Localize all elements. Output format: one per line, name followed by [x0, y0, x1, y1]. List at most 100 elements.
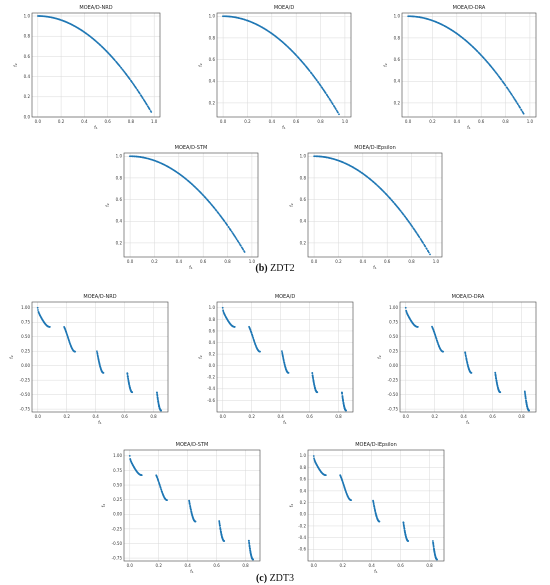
data-point	[251, 335, 254, 338]
data-point	[215, 209, 218, 212]
x-tick-label: 0.0	[35, 119, 42, 124]
x-axis-label: f₁	[467, 125, 471, 131]
y-tick-label: 1.00	[113, 453, 122, 458]
y-axis-label: f₂	[13, 63, 19, 67]
data-point	[148, 108, 151, 111]
data-point	[141, 97, 144, 99]
data-point	[470, 371, 473, 374]
data-point	[425, 248, 428, 250]
data-point	[287, 371, 290, 374]
x-tick-label: 0.6	[397, 563, 404, 568]
data-point	[519, 106, 521, 109]
y-tick-label: 0.2	[116, 240, 123, 245]
y-tick-label: 1.00	[21, 305, 30, 310]
data-point	[436, 558, 438, 561]
data-point	[428, 251, 430, 254]
x-axis-label: f₁	[94, 125, 98, 131]
y-tick-label: -0.50	[112, 541, 123, 546]
plot-frame	[123, 152, 259, 258]
y-tick-label: 0.0	[300, 512, 307, 517]
data-point	[500, 78, 503, 81]
y-tick-label: 0.8	[300, 175, 307, 180]
x-tick-label: 0.2	[429, 119, 436, 124]
y-tick-label: 0.6	[209, 57, 216, 62]
y-tick-label: -0.2	[207, 375, 215, 380]
data-point	[131, 81, 133, 83]
y-axis-label: f₂	[198, 355, 204, 359]
y-tick-label: 0.4	[116, 219, 123, 224]
y-tick-label: -0.6	[207, 398, 215, 403]
data-point	[126, 373, 129, 375]
data-point	[140, 474, 143, 477]
data-point	[243, 251, 246, 253]
data-point	[223, 220, 226, 223]
y-tick-label: 1.0	[300, 453, 307, 458]
data-point	[119, 65, 121, 68]
data-point	[404, 306, 407, 309]
subplots: 0.0 0.2 0.4 0.6 0.8 1.0 0.0 0.2 0.4 0.6 0.8 1.0 MOEA…	[9, 5, 537, 575]
subplot-2: 0.0 0.2 0.4 0.6 0.8 1.0 0.2 0.4 0.6 0.8 1.0 MOEA/D f…	[198, 5, 352, 131]
y-tick-label: 0.2	[24, 94, 31, 99]
data-point	[392, 201, 395, 204]
plot-frame	[401, 12, 537, 118]
data-point	[235, 238, 238, 241]
x-tick-label: 0.2	[244, 119, 251, 124]
data-point	[219, 525, 221, 527]
x-tick-label: 0.2	[340, 563, 347, 568]
x-tick-label: 0.4	[92, 414, 99, 419]
data-points	[36, 306, 163, 412]
x-tick-label: 0.0	[220, 414, 227, 419]
y-tick-label: -0.25	[20, 378, 31, 383]
data-point	[188, 503, 191, 506]
data-point	[252, 558, 254, 561]
x-tick-label: 0.0	[403, 414, 410, 419]
data-point	[499, 391, 502, 394]
data-point	[36, 306, 39, 309]
y-tick-label: 1.0	[209, 14, 216, 19]
y-axis-label: f₂	[101, 504, 107, 508]
data-points	[404, 306, 530, 412]
y-tick-label: 0.75	[389, 320, 398, 325]
y-axis-label: f₂	[289, 203, 295, 207]
data-point	[131, 391, 134, 394]
y-tick-label: 0.6	[300, 477, 307, 482]
y-tick-label: 0.6	[116, 197, 123, 202]
data-point	[229, 229, 232, 232]
y-tick-label: 0.0	[24, 114, 31, 119]
plot-title: MOEA/D-NRD	[83, 294, 116, 300]
data-point	[312, 455, 315, 457]
data-point	[494, 371, 497, 374]
plot-frame	[31, 12, 161, 118]
plot-title: MOEA/D	[274, 5, 295, 11]
y-tick-label: -0.50	[20, 392, 31, 397]
data-point	[239, 244, 242, 247]
y-tick-label: 0.6	[24, 54, 31, 59]
data-point	[432, 540, 434, 542]
x-axis-label: f₁	[283, 420, 287, 426]
y-tick-label: 0.2	[300, 240, 307, 245]
plot-frame	[31, 301, 169, 413]
data-point	[442, 350, 445, 353]
x-tick-label: 0.8	[224, 259, 231, 264]
x-axis-label: f₁	[189, 265, 193, 271]
data-point	[503, 82, 506, 85]
data-point	[282, 360, 285, 363]
y-tick-label: 1.0	[300, 154, 307, 159]
y-axis-label: f₂	[289, 504, 295, 508]
x-tick-label: 0.0	[35, 414, 42, 419]
y-tick-label: 0.50	[113, 482, 122, 487]
caption-zdt3: (c) ZDT3	[256, 573, 294, 584]
x-axis-label: f₁	[190, 569, 194, 575]
y-tick-label: 1.0	[24, 13, 31, 18]
data-point	[96, 352, 99, 355]
data-point	[432, 546, 435, 548]
x-tick-label: 0.4	[360, 259, 367, 264]
data-point	[213, 207, 216, 210]
y-axis-label: f₂	[198, 63, 204, 67]
data-point	[128, 454, 131, 457]
y-tick-label: 1.0	[394, 14, 401, 19]
x-tick-label: 0.0	[405, 119, 412, 124]
data-point	[135, 87, 138, 90]
data-point	[218, 523, 221, 526]
y-tick-label: -0.25	[112, 526, 123, 531]
